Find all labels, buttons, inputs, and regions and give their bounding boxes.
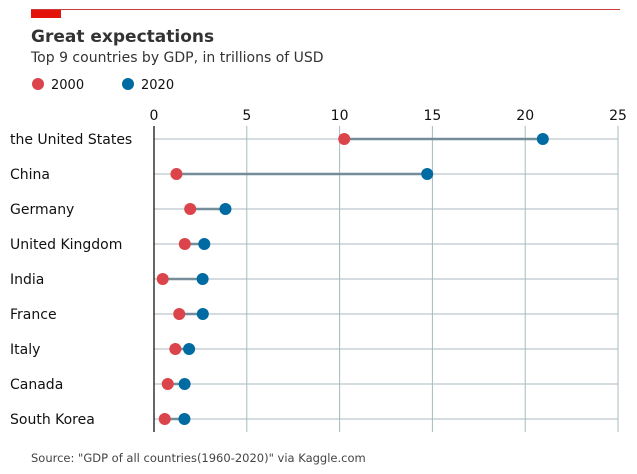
point-2020 [196,273,209,285]
y-tick-label: the United States [10,132,132,148]
chart-subtitle: Top 9 countries by GDP, in trillions of … [30,50,324,66]
point-2020 [183,343,196,355]
accent-bar [31,9,61,18]
legend-label: 2000 [51,78,84,93]
y-tick-label: Italy [10,342,40,358]
y-tick-label: India [10,272,44,288]
point-2000 [338,133,351,145]
point-2020 [219,203,232,215]
point-2000 [161,378,174,390]
x-tick-label: 5 [242,108,251,124]
point-2000 [184,203,197,215]
point-2000 [169,343,182,355]
point-2020 [178,378,191,390]
legend-marker [122,78,134,90]
legend-label: 2020 [141,78,174,93]
chart-title: Great expectations [31,27,214,47]
y-tick-label: South Korea [10,412,95,428]
y-tick-label: United Kingdom [10,237,122,253]
x-tick-label: 25 [609,108,627,124]
point-2020 [178,413,191,425]
point-2020 [196,308,209,320]
point-2000 [173,308,186,320]
y-tick-label: China [10,167,50,183]
plot-area: 0 5 10 15 20 25 the United States China Germany U… [10,108,627,432]
y-tick-label: Germany [10,202,74,218]
point-2000 [156,273,169,285]
x-tick-label: 15 [423,108,441,124]
point-2000 [178,238,191,250]
source-note: Source: "GDP of all countries(1960-2020)… [31,451,366,465]
point-2020 [421,168,434,180]
y-tick-label: Canada [10,377,63,393]
y-tick-label: France [10,307,57,323]
point-2000 [170,168,183,180]
legend: 2000 2020 [32,78,174,93]
x-tick-label: 10 [331,108,349,124]
point-2020 [198,238,211,250]
x-tick-label: 0 [150,108,159,124]
point-2020 [536,133,549,145]
legend-marker [32,78,44,90]
x-tick-label: 20 [516,108,534,124]
point-2000 [158,413,171,425]
